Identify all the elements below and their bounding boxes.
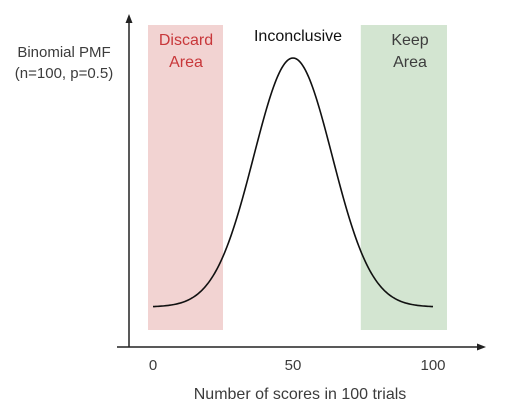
y-axis-label-line1: Binomial PMF: [17, 44, 111, 61]
y-axis-arrow: [125, 14, 133, 23]
x-tick-label: 50: [284, 357, 302, 374]
x-axis-arrow: [477, 343, 486, 351]
x-axis-label: Number of scores in 100 trials: [193, 386, 407, 403]
y-axis-label-line2: (n=100, p=0.5): [14, 65, 114, 82]
x-tick-label: 0: [148, 357, 158, 374]
discard-area-label-line2: Area: [169, 54, 203, 71]
keep-area-label: Keep Area: [371, 30, 449, 74]
keep-area-label-line2: Area: [393, 54, 427, 71]
discard-area-label-line1: Discard: [158, 32, 214, 49]
pmf-curve: [152, 57, 434, 308]
inconclusive-label: Inconclusive: [253, 28, 343, 45]
y-axis-label: Binomial PMF (n=100, p=0.5): [0, 42, 128, 84]
x-tick-label: 100: [420, 357, 446, 374]
discard-area-label: Discard Area: [146, 30, 226, 74]
keep-area-label-line1: Keep: [391, 32, 429, 49]
